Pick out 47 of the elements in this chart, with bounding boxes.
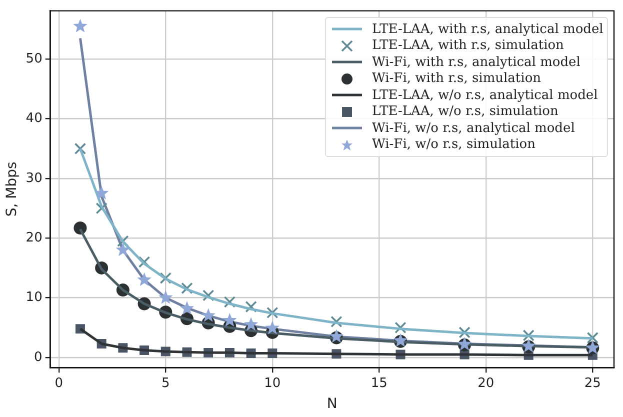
legend-label: Wi-Fi, w/o r.s, analytical model: [372, 120, 575, 136]
point: [74, 142, 86, 154]
point: [458, 326, 470, 338]
y-tick-label: 20: [26, 230, 42, 246]
point: [181, 282, 193, 294]
legend-label: Wi-Fi, with r.s, analytical model: [372, 54, 580, 70]
legend-label: LTE-LAA, with r.s, analytical model: [372, 22, 604, 37]
point: [586, 332, 598, 344]
point: [201, 308, 216, 322]
point: [96, 202, 108, 214]
point: [224, 296, 236, 308]
point: [330, 316, 342, 328]
y-tick-label: 0: [34, 350, 42, 365]
point: [73, 18, 88, 32]
point: [116, 242, 130, 256]
y-tick-label: 50: [26, 52, 42, 67]
point: [265, 320, 280, 334]
legend-label: Wi-Fi, w/o r.s, simulation: [372, 137, 536, 152]
legend-label: LTE-LAA, w/o r.s, analytical model: [372, 88, 598, 103]
point: [222, 312, 237, 327]
legend-label: LTE-LAA, w/o r.s, simulation: [372, 104, 558, 120]
point: [137, 272, 152, 286]
legend-label: Wi-Fi, with r.s, simulation: [372, 71, 542, 86]
point: [266, 306, 278, 319]
point: [117, 235, 129, 247]
legend-label: LTE-LAA, with r.s, simulation: [372, 38, 564, 54]
x-tick-label: 10: [264, 376, 281, 391]
x-tick-label: 25: [584, 376, 601, 391]
y-tick-label: 40: [26, 111, 42, 126]
y-axis-title: S, Mbps: [4, 162, 20, 217]
point: [138, 256, 150, 268]
x-tick-label: 15: [370, 376, 388, 391]
point: [160, 272, 172, 284]
point: [394, 322, 406, 334]
x-tick-label: 0: [54, 376, 64, 391]
point: [244, 317, 258, 331]
x-axis-title: N: [326, 396, 338, 412]
point: [158, 290, 173, 304]
point: [202, 290, 214, 302]
point: [245, 300, 257, 313]
point: [180, 301, 194, 315]
x-tick-label: 5: [161, 376, 170, 391]
y-tick-label: 10: [26, 290, 42, 306]
point: [522, 330, 534, 342]
x-tick-label: 20: [478, 376, 494, 391]
y-tick-label: 30: [26, 170, 42, 186]
point: [94, 186, 109, 200]
